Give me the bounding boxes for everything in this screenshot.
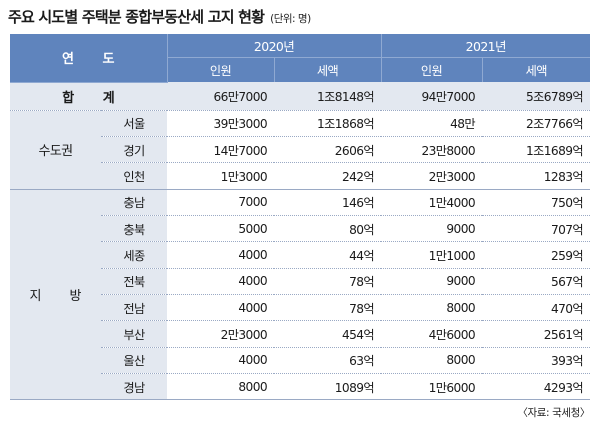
subheader-tax-2021: 세액 xyxy=(481,57,591,82)
table-row: 세종 4000 44억 1만1000 259억 xyxy=(10,241,591,269)
cell-value: 4000 xyxy=(167,347,275,374)
cell-value: 4293억 xyxy=(482,373,591,401)
cell-value: 750억 xyxy=(482,189,591,216)
header-year-label: 연 도 xyxy=(10,34,168,83)
table-row: 경기 14만7000 2606억 23만8000 1조1689억 xyxy=(10,136,591,164)
table-row: 수도권 서울 39만3000 1조1868억 48만 2조7766억 xyxy=(10,110,591,190)
table-row: 인천 1만3000 242억 2만3000 1283억 xyxy=(10,162,591,190)
cell-value: 4만6000 xyxy=(381,320,483,348)
header-year-2020: 2020년 xyxy=(166,34,382,58)
city-label: 서울 xyxy=(101,110,168,137)
cell-value: 2만3000 xyxy=(167,320,275,348)
cell-value: 8000 xyxy=(167,373,275,401)
table-row: 지 방 충남 7000 146억 1만4000 750억 xyxy=(10,189,591,401)
group-label-regional: 지 방 xyxy=(10,189,101,401)
cell-value: 23만8000 xyxy=(381,136,483,164)
header-year-2021: 2021년 xyxy=(380,34,591,58)
title-row: 주요 시도별 주택분 종합부동산세 고지 현황 (단위: 명) xyxy=(8,6,311,30)
cell-value: 1만4000 xyxy=(381,189,483,216)
cell-value: 2만3000 xyxy=(381,162,483,190)
cell-value: 567억 xyxy=(482,268,591,295)
cell-value: 63억 xyxy=(274,347,382,374)
cell-value: 48만 xyxy=(381,110,483,137)
cell-value: 470억 xyxy=(482,294,591,322)
city-label: 울산 xyxy=(101,347,168,374)
tax-table: 연 도 2020년 2021년 인원 세액 인원 세액 합 계 66만7000 … xyxy=(10,34,591,401)
subheader-people-2021: 인원 xyxy=(380,57,483,82)
subheader-tax-2020: 세액 xyxy=(273,57,382,82)
total-value: 1조8148억 xyxy=(274,82,382,111)
total-value: 5조6789억 xyxy=(482,82,591,111)
cell-value: 5000 xyxy=(167,215,275,243)
cell-value: 1283억 xyxy=(482,162,591,190)
total-value: 66만7000 xyxy=(167,82,275,111)
city-label: 경기 xyxy=(101,136,168,164)
cell-value: 78억 xyxy=(274,268,382,295)
cell-value: 1만6000 xyxy=(381,373,483,401)
cell-value: 1만1000 xyxy=(381,241,483,269)
table-row: 부산 2만3000 454억 4만6000 2561억 xyxy=(10,320,591,348)
cell-value: 1조1868억 xyxy=(274,110,382,137)
group-label-capital: 수도권 xyxy=(10,110,101,190)
city-label: 전북 xyxy=(101,268,168,295)
cell-value: 9000 xyxy=(381,268,483,295)
cell-value: 454억 xyxy=(274,320,382,348)
cell-value: 4000 xyxy=(167,268,275,295)
cell-value: 44억 xyxy=(274,241,382,269)
cell-value: 2561억 xyxy=(482,320,591,348)
page-title: 주요 시도별 주택분 종합부동산세 고지 현황 xyxy=(8,8,265,26)
cell-value: 78억 xyxy=(274,294,382,322)
total-row: 합 계 66만7000 1조8148억 94만7000 5조6789억 xyxy=(10,82,591,111)
city-label: 세종 xyxy=(101,241,168,269)
cell-value: 242억 xyxy=(274,162,382,190)
table-row: 충북 5000 80억 9000 707억 xyxy=(10,215,591,243)
city-label: 충남 xyxy=(101,189,168,216)
source-note: 〈자료: 국세청〉 xyxy=(517,407,590,419)
cell-value: 14만7000 xyxy=(167,136,275,164)
cell-value: 4000 xyxy=(167,241,275,269)
table-row: 전북 4000 78억 9000 567억 xyxy=(10,268,591,295)
cell-value: 2조7766억 xyxy=(482,110,591,137)
city-label: 부산 xyxy=(101,320,168,348)
total-label: 합 계 xyxy=(10,82,168,111)
subheader-people-2020: 인원 xyxy=(166,57,275,82)
table-row: 경남 8000 1089억 1만6000 4293억 xyxy=(10,373,591,401)
cell-value: 146억 xyxy=(274,189,382,216)
city-label: 전남 xyxy=(101,294,168,322)
table-row: 울산 4000 63억 8000 393억 xyxy=(10,347,591,374)
unit-note: (단위: 명) xyxy=(270,13,311,25)
city-label: 경남 xyxy=(101,373,168,401)
city-label: 충북 xyxy=(101,215,168,243)
table-row: 전남 4000 78억 8000 470억 xyxy=(10,294,591,322)
cell-value: 9000 xyxy=(381,215,483,243)
cell-value: 393억 xyxy=(482,347,591,374)
cell-value: 80억 xyxy=(274,215,382,243)
cell-value: 8000 xyxy=(381,347,483,374)
cell-value: 1만3000 xyxy=(167,162,275,190)
cell-value: 1조1689억 xyxy=(482,136,591,164)
total-value: 94만7000 xyxy=(381,82,483,111)
cell-value: 707억 xyxy=(482,215,591,243)
cell-value: 7000 xyxy=(167,189,275,216)
cell-value: 1089억 xyxy=(274,373,382,401)
cell-value: 8000 xyxy=(381,294,483,322)
cell-value: 4000 xyxy=(167,294,275,322)
city-label: 인천 xyxy=(101,162,168,190)
cell-value: 259억 xyxy=(482,241,591,269)
cell-value: 2606억 xyxy=(274,136,382,164)
cell-value: 39만3000 xyxy=(167,110,275,137)
